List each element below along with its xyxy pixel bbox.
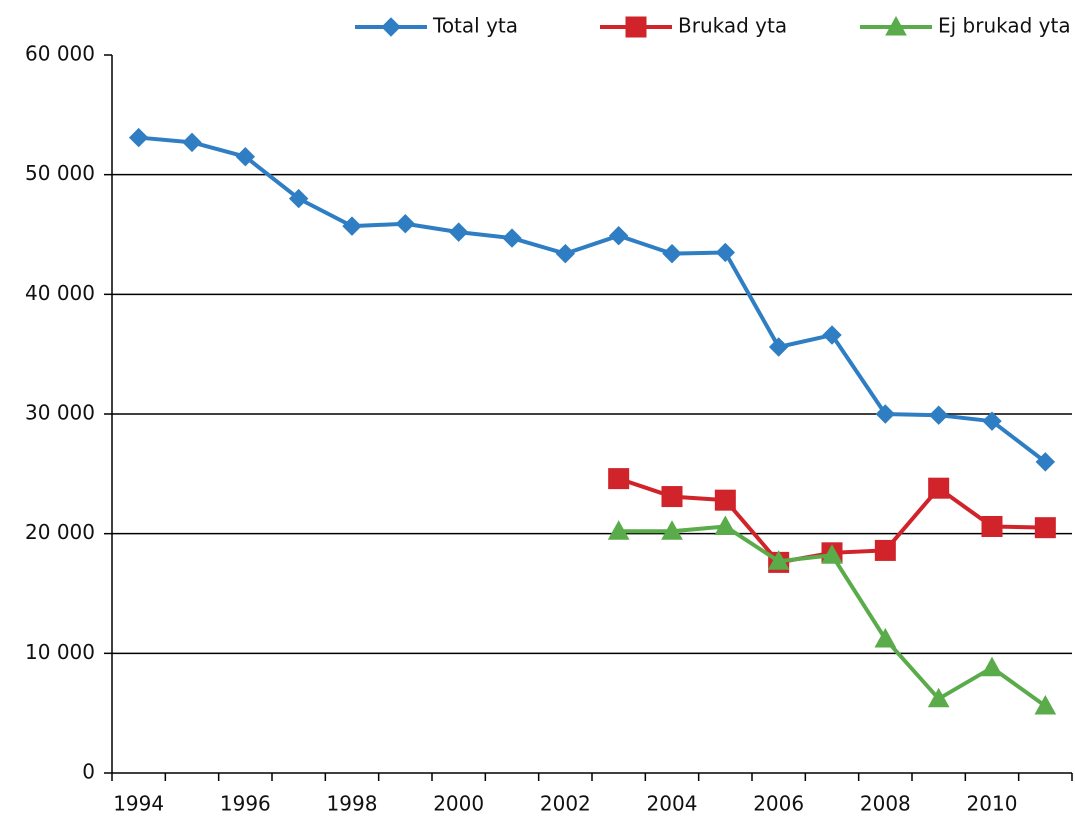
data-point [1034,694,1057,715]
data-point [715,242,736,263]
data-point [928,405,949,425]
y-tick-label: 0 [82,760,95,784]
data-point [874,539,896,561]
data-point [342,216,362,236]
x-tick-label: 2004 [647,792,698,816]
y-tick-label: 30 000 [25,401,95,425]
data-point [821,544,843,564]
data-point [714,489,736,511]
data-point [607,520,630,540]
legend-marker [885,15,907,36]
data-point [182,132,202,153]
data-point [822,325,842,345]
data-point [927,687,950,708]
series-line [138,135,1047,464]
data-point [661,520,683,540]
data-point [555,243,576,264]
x-tick-label: 2002 [540,792,591,816]
x-tick-label: 2006 [753,792,804,816]
data-point [128,127,149,148]
y-tick-label: 10 000 [25,640,95,664]
y-tick-label: 50 000 [25,161,95,185]
data-point [928,477,950,499]
data-point [502,228,522,248]
x-tick-label: 1994 [113,792,164,816]
data-point [874,627,897,648]
x-tick-label: 2010 [967,792,1018,816]
data-point [981,515,1003,537]
legend-marker [381,17,401,37]
x-tick-label: 2008 [860,792,911,816]
x-tick-label: 1996 [220,792,271,816]
data-point [288,188,309,209]
legend-marker [625,16,647,38]
y-tick-label: 60 000 [25,42,95,66]
data-point [1034,517,1056,539]
data-point [714,515,737,535]
data-point [235,147,256,167]
data-point [608,225,629,246]
y-tick-label: 20 000 [25,520,95,544]
data-point [608,468,630,490]
legend-label: Total yta [432,14,518,38]
data-point [1035,452,1056,472]
data-point [768,337,789,357]
x-tick-label: 2000 [433,792,484,816]
data-point [448,222,469,242]
data-point [982,411,1002,431]
data-point [661,486,683,508]
data-point [395,214,416,234]
y-tick-label: 40 000 [25,281,95,305]
data-point [767,550,790,570]
legend-label: Brukad yta [678,14,787,38]
x-tick-label: 1998 [327,792,378,816]
data-point [662,243,682,264]
data-point [875,404,896,424]
data-point [981,656,1003,677]
legend-label: Ej brukad yta [938,14,1071,38]
